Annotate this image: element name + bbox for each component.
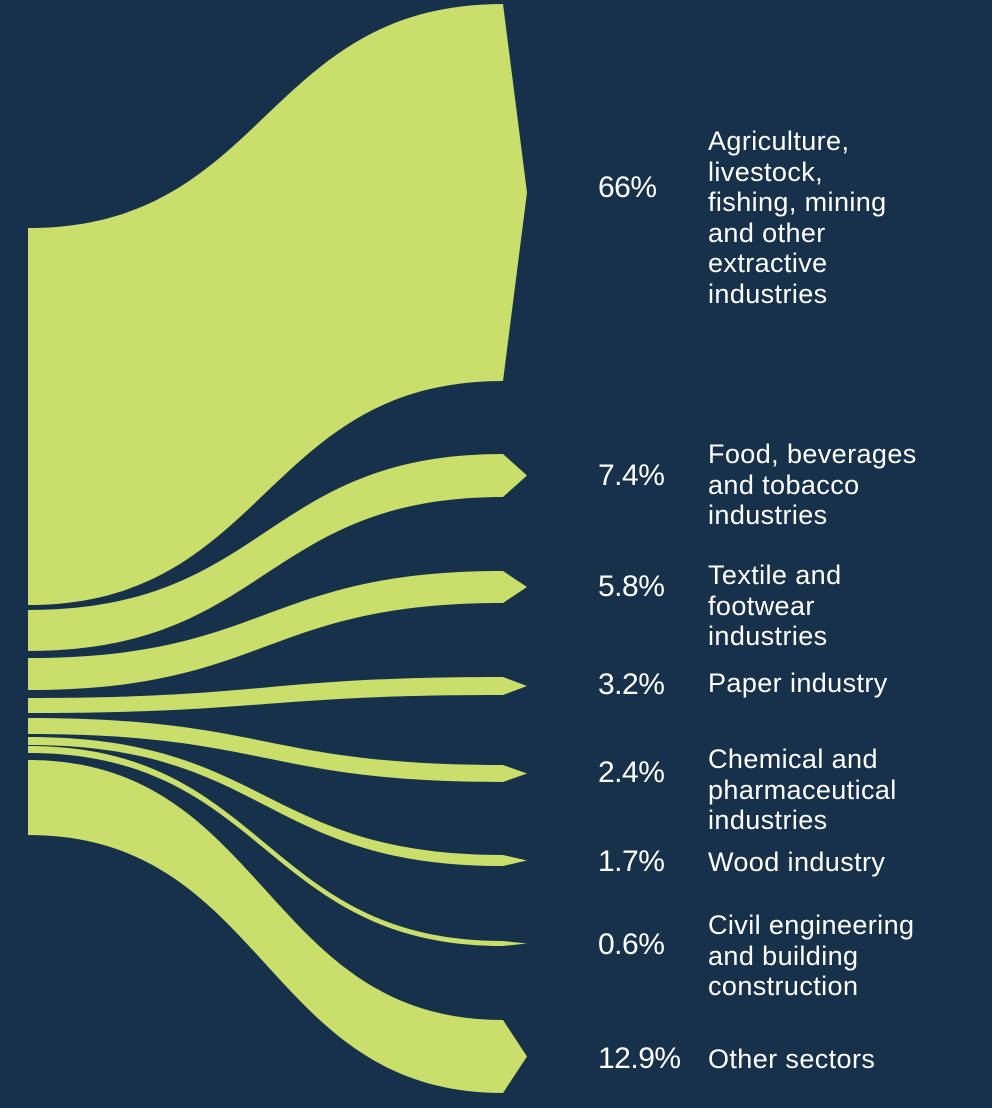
flow-band-textile (28, 571, 527, 690)
flow-band-paper (28, 677, 527, 713)
category-label-paper: Paper industry (708, 668, 888, 698)
value-label-textile: 5.8% (598, 570, 665, 603)
category-label-wood: Wood industry (708, 847, 886, 877)
flow-band-chemical (28, 718, 527, 782)
value-label-wood: 1.7% (598, 845, 665, 878)
value-label-paper: 3.2% (598, 668, 665, 701)
flow-band-other (28, 760, 527, 1093)
category-label-textile: Textile and footwear industries (708, 560, 842, 651)
value-label-food: 7.4% (598, 459, 665, 492)
category-label-chemical: Chemical and pharmaceutical industries (708, 744, 897, 835)
category-label-agriculture: Agriculture, livestock, fishing, mining … (708, 126, 887, 309)
value-label-chemical: 2.4% (598, 756, 665, 789)
flow-band-agriculture (28, 4, 527, 605)
value-label-other: 12.9% (598, 1042, 681, 1075)
flow-band-food (28, 454, 527, 651)
category-label-food: Food, beverages and tobacco industries (708, 439, 917, 530)
value-label-construction: 0.6% (598, 928, 665, 961)
category-label-construction: Civil engineering and building construct… (708, 910, 915, 1001)
value-label-agriculture: 66% (598, 171, 657, 204)
category-label-other: Other sectors (708, 1044, 876, 1074)
